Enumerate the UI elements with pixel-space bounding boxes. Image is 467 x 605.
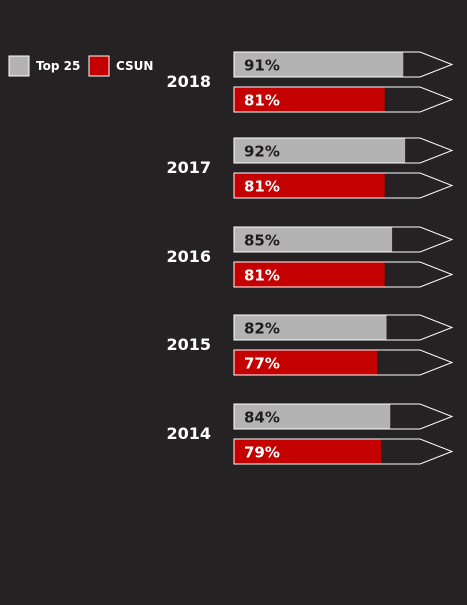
bar-group-2018: 2018 91% 81% [166, 51, 454, 113]
chart-plot-area: 2018 91% 81% 2017 92% 81% 2016 85% 81% 2015 82% 77%… [166, 51, 454, 465]
data-label: 85% [244, 232, 280, 250]
bar-group-2015: 2015 82% 77% [166, 314, 454, 376]
data-label: 79% [244, 444, 280, 462]
chart-legend: Top 25 CSUN [8, 55, 153, 77]
bar-top-25-2017 [234, 138, 406, 163]
data-label: 84% [244, 409, 280, 427]
data-label: 81% [244, 178, 280, 196]
data-label: 81% [244, 92, 280, 110]
bar-outline [233, 137, 454, 164]
data-label: 81% [244, 267, 280, 285]
legend-label-top-25: Top 25 [36, 59, 80, 73]
bar-group-2016: 2016 85% 81% [166, 226, 454, 288]
bar-top-25-2014 [234, 404, 391, 429]
bar-group-2017: 2017 92% 81% [166, 137, 454, 199]
bar-group-2014: 2014 84% 79% [166, 403, 454, 465]
bar-top-25-2016 [234, 227, 393, 252]
bar-csun-2017 [234, 173, 385, 198]
bar-outline [233, 403, 454, 430]
bar-outline [233, 314, 454, 341]
bar-csun-2014 [234, 439, 381, 464]
bar-outline [233, 226, 454, 253]
category-label: 2016 [166, 247, 211, 266]
bar-outline [233, 438, 454, 465]
bar-outline [233, 349, 454, 376]
data-label: 91% [244, 57, 280, 75]
bar-outline [233, 51, 454, 78]
bar-outline [233, 86, 454, 113]
bar-csun-2015 [234, 350, 378, 375]
bar-csun-2018 [234, 87, 385, 112]
bar-csun-2016 [234, 262, 385, 287]
category-label: 2014 [166, 424, 211, 443]
legend-swatch-csun [88, 55, 110, 77]
data-label: 92% [244, 143, 280, 161]
bar-top-25-2015 [234, 315, 387, 340]
legend-label-csun: CSUN [116, 59, 153, 73]
legend-swatch-top-25 [8, 55, 30, 77]
category-label: 2017 [166, 158, 211, 177]
data-label: 82% [244, 320, 280, 338]
data-label: 77% [244, 355, 280, 373]
bar-top-25-2018 [234, 52, 404, 77]
category-label: 2018 [166, 72, 211, 91]
category-label: 2015 [166, 335, 211, 354]
bar-outline [233, 261, 454, 288]
bar-outline [233, 172, 454, 199]
